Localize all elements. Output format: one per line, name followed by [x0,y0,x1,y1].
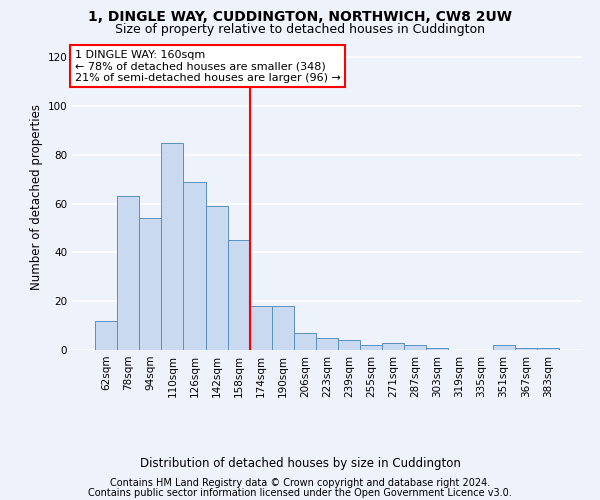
Bar [382,342,404,350]
Bar [493,345,515,350]
Text: Size of property relative to detached houses in Cuddington: Size of property relative to detached ho… [115,22,485,36]
Bar [117,196,139,350]
Text: Distribution of detached houses by size in Cuddington: Distribution of detached houses by size … [140,458,460,470]
Bar [338,340,360,350]
Text: 1, DINGLE WAY, CUDDINGTON, NORTHWICH, CW8 2UW: 1, DINGLE WAY, CUDDINGTON, NORTHWICH, CW… [88,10,512,24]
Bar [250,306,272,350]
Bar [537,348,559,350]
Bar [184,182,206,350]
Y-axis label: Number of detached properties: Number of detached properties [30,104,43,290]
Bar [95,320,117,350]
Bar [139,218,161,350]
Bar [272,306,294,350]
Bar [427,348,448,350]
Text: Contains public sector information licensed under the Open Government Licence v3: Contains public sector information licen… [88,488,512,498]
Bar [404,345,427,350]
Bar [294,333,316,350]
Text: Contains HM Land Registry data © Crown copyright and database right 2024.: Contains HM Land Registry data © Crown c… [110,478,490,488]
Bar [515,348,537,350]
Bar [227,240,250,350]
Bar [360,345,382,350]
Bar [206,206,227,350]
Text: 1 DINGLE WAY: 160sqm
← 78% of detached houses are smaller (348)
21% of semi-deta: 1 DINGLE WAY: 160sqm ← 78% of detached h… [74,50,340,83]
Bar [316,338,338,350]
Bar [161,142,184,350]
